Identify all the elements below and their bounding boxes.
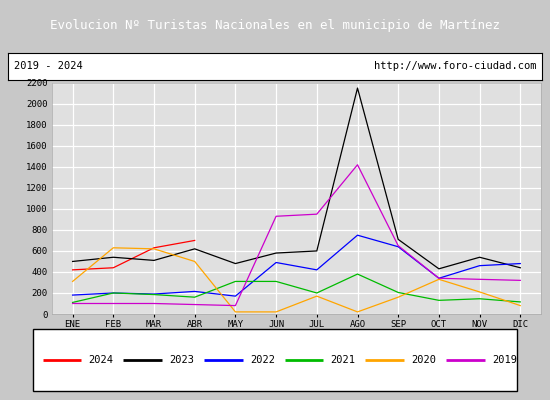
Text: 2019: 2019 (492, 355, 517, 365)
Text: 2021: 2021 (331, 355, 356, 365)
Text: 2019 - 2024: 2019 - 2024 (14, 61, 82, 71)
FancyBboxPatch shape (33, 329, 517, 391)
Text: Evolucion Nº Turistas Nacionales en el municipio de Martínez: Evolucion Nº Turistas Nacionales en el m… (50, 18, 500, 32)
Text: 2022: 2022 (250, 355, 275, 365)
Text: http://www.foro-ciudad.com: http://www.foro-ciudad.com (374, 61, 536, 71)
Text: 2020: 2020 (411, 355, 436, 365)
Text: 2024: 2024 (89, 355, 114, 365)
Text: 2023: 2023 (169, 355, 194, 365)
